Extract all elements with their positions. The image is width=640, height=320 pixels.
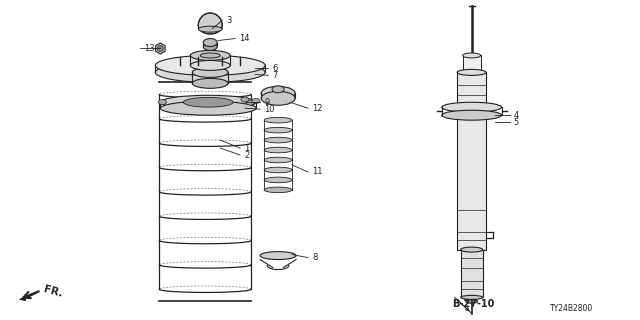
- Text: 4: 4: [513, 111, 519, 120]
- Ellipse shape: [156, 62, 265, 82]
- Ellipse shape: [442, 110, 502, 120]
- Text: 7: 7: [272, 71, 278, 80]
- Ellipse shape: [264, 167, 292, 173]
- Ellipse shape: [264, 177, 292, 183]
- Text: B-27-10: B-27-10: [452, 299, 494, 309]
- Polygon shape: [19, 295, 27, 301]
- Ellipse shape: [157, 45, 163, 52]
- Ellipse shape: [190, 51, 230, 60]
- Ellipse shape: [156, 55, 265, 76]
- Polygon shape: [198, 13, 222, 34]
- Ellipse shape: [442, 102, 502, 112]
- Text: 13: 13: [145, 44, 155, 53]
- Ellipse shape: [272, 86, 284, 93]
- Ellipse shape: [264, 117, 292, 123]
- Ellipse shape: [204, 38, 217, 46]
- Text: 9: 9: [264, 98, 269, 107]
- Ellipse shape: [198, 26, 222, 32]
- Text: 12: 12: [312, 104, 323, 113]
- Ellipse shape: [264, 127, 292, 133]
- Ellipse shape: [261, 91, 295, 105]
- Text: 5: 5: [513, 118, 519, 127]
- Bar: [457, 72, 486, 250]
- Ellipse shape: [264, 157, 292, 163]
- Ellipse shape: [192, 78, 228, 88]
- Ellipse shape: [264, 137, 292, 143]
- Ellipse shape: [246, 100, 254, 105]
- Ellipse shape: [261, 86, 295, 100]
- Bar: [461, 250, 483, 297]
- Ellipse shape: [463, 53, 481, 58]
- Ellipse shape: [204, 43, 217, 51]
- Ellipse shape: [463, 70, 481, 75]
- Ellipse shape: [461, 295, 483, 300]
- Ellipse shape: [159, 100, 166, 105]
- Ellipse shape: [241, 97, 249, 102]
- Ellipse shape: [461, 247, 483, 252]
- Ellipse shape: [161, 95, 256, 109]
- Polygon shape: [156, 43, 165, 54]
- Ellipse shape: [183, 97, 233, 107]
- Ellipse shape: [264, 147, 292, 153]
- Text: FR.: FR.: [43, 284, 64, 299]
- Text: 10: 10: [264, 105, 275, 114]
- Text: 1: 1: [244, 144, 250, 153]
- Text: TY24B2800: TY24B2800: [550, 304, 593, 313]
- Ellipse shape: [200, 53, 220, 58]
- Ellipse shape: [252, 99, 260, 103]
- Ellipse shape: [264, 187, 292, 193]
- Bar: [463, 55, 481, 72]
- Ellipse shape: [190, 60, 230, 70]
- Ellipse shape: [466, 300, 477, 303]
- Text: 3: 3: [226, 16, 232, 25]
- Ellipse shape: [192, 68, 228, 77]
- Text: 8: 8: [312, 253, 317, 262]
- Text: 14: 14: [239, 34, 250, 43]
- Ellipse shape: [457, 69, 486, 76]
- Text: 11: 11: [312, 167, 323, 176]
- Text: 6: 6: [272, 64, 278, 73]
- Text: 2: 2: [244, 150, 250, 160]
- Ellipse shape: [161, 101, 256, 115]
- Ellipse shape: [260, 252, 296, 260]
